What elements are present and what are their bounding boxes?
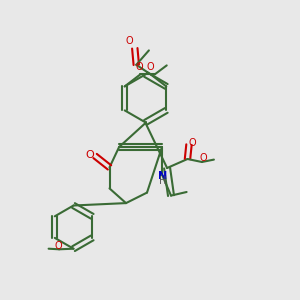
Text: O: O: [135, 62, 143, 72]
Text: H: H: [159, 176, 166, 186]
Text: O: O: [85, 150, 94, 160]
Text: O: O: [147, 62, 154, 72]
Text: O: O: [188, 138, 196, 148]
Text: O: O: [126, 36, 133, 46]
Text: N: N: [158, 171, 167, 181]
Text: O: O: [54, 241, 62, 251]
Text: O: O: [199, 153, 207, 164]
